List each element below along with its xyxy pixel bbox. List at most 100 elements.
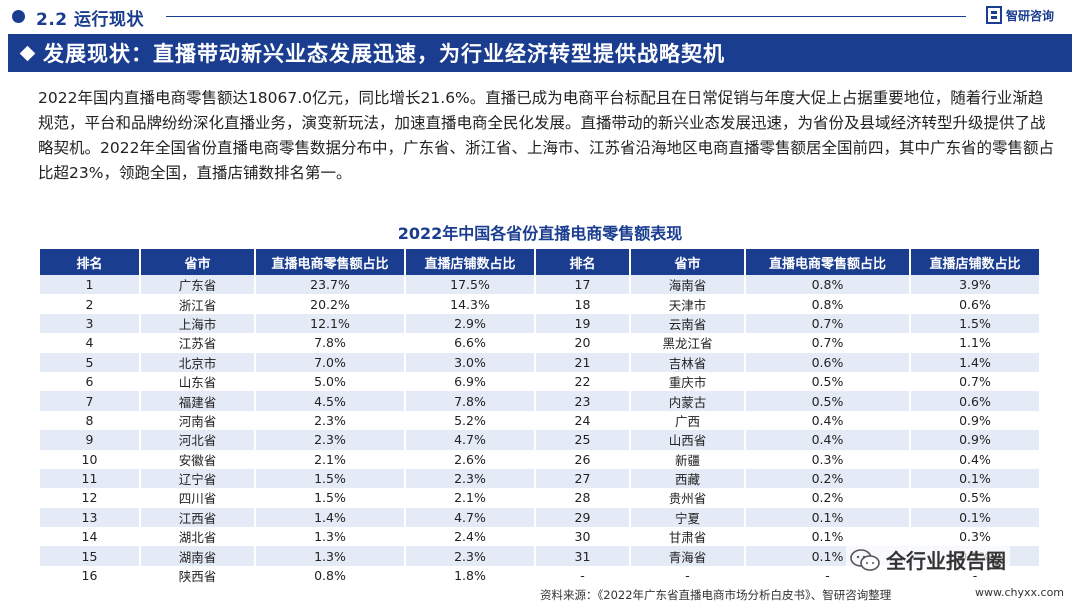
table-cell: 上海市 [140,313,256,334]
table-cell: 23 [535,391,631,411]
table-cell: 2.9% [405,313,536,334]
table-cell: 0.8% [255,565,406,586]
table-row: 3 上海市 12.1% 2.9% 19 云南省 0.7% 1.5% [40,313,1039,334]
table-cell: 西藏 [630,468,746,489]
table-cell: 辽宁省 [140,468,256,489]
table-cell: 30 [535,527,631,547]
table-cell: 1.3% [255,527,406,547]
table-cell: 0.3% [745,449,911,469]
table-cell: 江苏省 [140,333,256,353]
table-cell: 12 [40,488,141,508]
table-cell: 海南省 [630,275,746,295]
table-cell: 1.4% [910,352,1039,372]
table-cell: 0.1% [910,507,1039,528]
table-cell: 12.1% [255,313,406,334]
table-cell: 0.4% [910,449,1039,469]
table-header-row: 排名 省市 直播电商零售额占比 直播店铺数占比 排名 省市 直播电商零售额占比 直播店铺数占比 [40,249,1039,275]
table-cell: 1.4% [255,507,406,528]
table-row: 14 湖北省 1.3% 2.4% 30 甘肃省 0.1% 0.3% [40,527,1039,547]
table-cell: 24 [535,410,631,431]
table-cell: 13 [40,507,141,528]
table-cell: 6 [40,371,141,392]
table-cell: 0.9% [910,430,1039,450]
table-cell: 4.5% [255,391,406,411]
column-header: 直播电商零售额占比 [255,249,406,275]
chyxx-logo-icon [986,6,1002,24]
table-cell: 0.8% [745,275,911,295]
table-cell: 重庆市 [630,371,746,392]
table-cell: 21 [535,352,631,372]
table-cell: 14.3% [405,294,536,314]
table-cell: 0.1% [745,507,911,528]
table-cell: 17 [535,275,631,295]
brand-logo: 智研咨询 [986,6,1054,24]
table-cell: 6.9% [405,371,536,392]
table-row: 6 山东省 5.0% 6.9% 22 重庆市 0.5% 0.7% [40,371,1039,392]
table-row: 8 河南省 2.3% 5.2% 24 广西 0.4% 0.9% [40,410,1039,431]
table-cell: 福建省 [140,391,256,411]
summary-paragraph: 2022年国内直播电商零售额达18067.0亿元，同比增长21.6%。直播已成为… [38,89,1054,182]
table-cell: 31 [535,546,631,566]
table-cell: 1.8% [405,565,536,586]
table-cell: 广东省 [140,275,256,295]
table-row: 10 安徽省 2.1% 2.6% 26 新疆 0.3% 0.4% [40,449,1039,469]
table-cell: 5 [40,352,141,372]
table-body: 1 广东省 23.7% 17.5% 17 海南省 0.8% 3.9% 2 浙江省 20.2% 14.3… [40,275,1039,586]
table-cell: 4 [40,333,141,353]
table-cell: 甘肃省 [630,527,746,547]
site-url: www.chyxx.com [975,586,1065,599]
table-cell: 2.1% [405,488,536,508]
column-header: 直播电商零售额占比 [745,249,911,275]
header-divider [166,16,966,17]
table-cell: 2 [40,294,141,314]
table-cell: 0.5% [745,391,911,411]
table-cell: 云南省 [630,313,746,334]
table-cell: 2.3% [405,468,536,489]
table-cell: 8 [40,410,141,431]
table-title: 2022年中国各省份直播电商零售额表现 [397,224,683,243]
table-cell: 3 [40,313,141,334]
table-cell: 0.1% [910,468,1039,489]
table-cell: 5.0% [255,371,406,392]
table-cell: 2.6% [405,449,536,469]
table-cell: 4.7% [405,430,536,450]
banner-title: 发展现状：直播带动新兴业态发展迅速，为行业经济转型提供战略契机 [43,42,725,66]
table-cell: 3.9% [910,275,1039,295]
column-header: 省市 [630,249,746,275]
table-cell: 0.2% [745,468,911,489]
table-cell: 北京市 [140,352,256,372]
table-cell: 2.4% [405,527,536,547]
table-cell: 山东省 [140,371,256,392]
table-cell: 0.5% [910,488,1039,508]
table-cell: 1.5% [255,468,406,489]
table-cell: 0.6% [910,391,1039,411]
table-cell: 11 [40,468,141,489]
table-cell: 浙江省 [140,294,256,314]
table-cell: 0.8% [745,294,911,314]
table-cell: 28 [535,488,631,508]
table-cell: - [535,565,631,586]
table-cell: 安徽省 [140,449,256,469]
table-row: 7 福建省 4.5% 7.8% 23 内蒙古 0.5% 0.6% [40,391,1039,411]
table-cell: 江西省 [140,507,256,528]
column-header: 排名 [535,249,631,275]
table-cell: 4.7% [405,507,536,528]
table-cell: 河南省 [140,410,256,431]
title-banner: 发展现状：直播带动新兴业态发展迅速，为行业经济转型提供战略契机 [8,34,1072,72]
table-cell: 20.2% [255,294,406,314]
table-cell: 2.1% [255,449,406,469]
section-title: 2.2 运行现状 [36,10,145,30]
table-cell: 7.8% [255,333,406,353]
table-cell: 5.2% [405,410,536,431]
table-cell: 0.4% [745,430,911,450]
table-cell: 7.8% [405,391,536,411]
table-cell: 陕西省 [140,565,256,586]
column-header: 直播店铺数占比 [405,249,536,275]
table-cell: 宁夏 [630,507,746,528]
table-cell: 黑龙江省 [630,333,746,353]
table-row: 11 辽宁省 1.5% 2.3% 27 西藏 0.2% 0.1% [40,468,1039,489]
table-cell: 0.3% [910,527,1039,547]
table-cell: 0.4% [745,410,911,431]
column-header: 排名 [40,249,141,275]
